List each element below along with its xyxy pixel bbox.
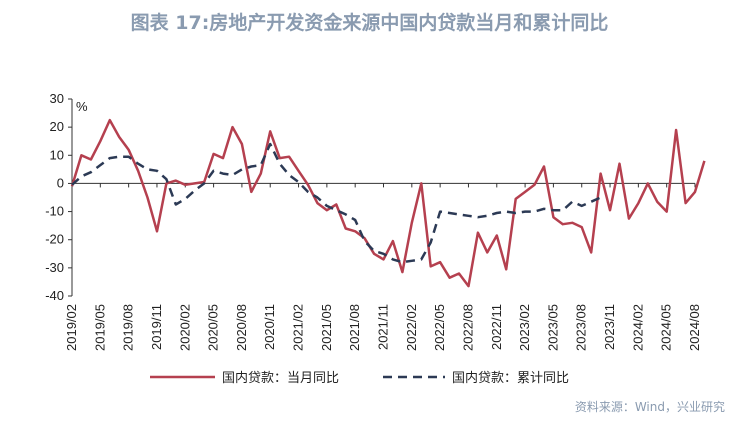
x-tick-label: 2021/05 (319, 304, 334, 351)
y-tick-label: 0 (57, 175, 64, 190)
x-tick-label: 2023/11 (602, 304, 617, 350)
y-axis-unit: % (76, 99, 88, 114)
y-tick-label: 30 (50, 91, 64, 106)
x-tick-label: 2021/02 (291, 304, 306, 351)
series-line-monthly (70, 118, 706, 288)
x-tick-label: 2022/08 (460, 304, 475, 351)
y-tick-label: 10 (50, 147, 64, 162)
x-tick-label: 2020/11 (262, 304, 277, 350)
x-tick-label: 2024/05 (659, 304, 674, 351)
y-tick-label: -30 (45, 260, 64, 275)
x-tick-label: 2023/08 (574, 304, 589, 351)
x-tick-label: 2021/11 (376, 304, 391, 350)
y-tick-label: -10 (45, 204, 64, 219)
x-tick-label: 2020/08 (234, 304, 249, 351)
x-tick-label: 2023/05 (545, 304, 560, 351)
y-tick-label: 20 (50, 119, 64, 134)
series-layer (70, 118, 706, 288)
x-tick-label: 2019/08 (121, 304, 136, 351)
x-tick-label: 2022/11 (489, 304, 504, 350)
x-tick-label: 2020/05 (206, 304, 221, 351)
legend-label-monthly: 国内贷款：当月同比 (222, 370, 339, 386)
series-line-cumulative (71, 142, 602, 264)
x-tick-label: 2022/02 (404, 304, 419, 351)
y-tick-label: -20 (45, 232, 64, 247)
x-tick-label: 2019/05 (92, 304, 107, 351)
x-tick-label: 2024/02 (630, 304, 645, 351)
x-axis: 2019/02 2019/05 2019/08 2019/11 2020/02 2020/… (64, 182, 702, 351)
source-note: 资料来源：Wind，兴业研究 (574, 400, 725, 414)
y-axis: 30 20 10 0 -10 -20 -30 -40 (45, 91, 73, 303)
x-tick-label: 2021/08 (347, 304, 362, 351)
x-tick-label: 2024/08 (687, 304, 702, 351)
x-tick-label: 2023/02 (517, 304, 532, 351)
x-tick-label: 2020/02 (177, 304, 192, 351)
x-tick-label: 2019/11 (149, 304, 164, 350)
x-tick-label: 2022/05 (432, 304, 447, 351)
legend-label-cumulative: 国内贷款：累计同比 (452, 370, 569, 386)
x-tick-label: 2019/02 (64, 304, 79, 351)
chart-title: 图表 17:房地产开发资金来源中国内贷款当月和累计同比 (130, 12, 609, 34)
y-tick-label: -40 (45, 288, 64, 303)
legend: 国内贷款：当月同比 国内贷款：累计同比 (150, 370, 569, 386)
